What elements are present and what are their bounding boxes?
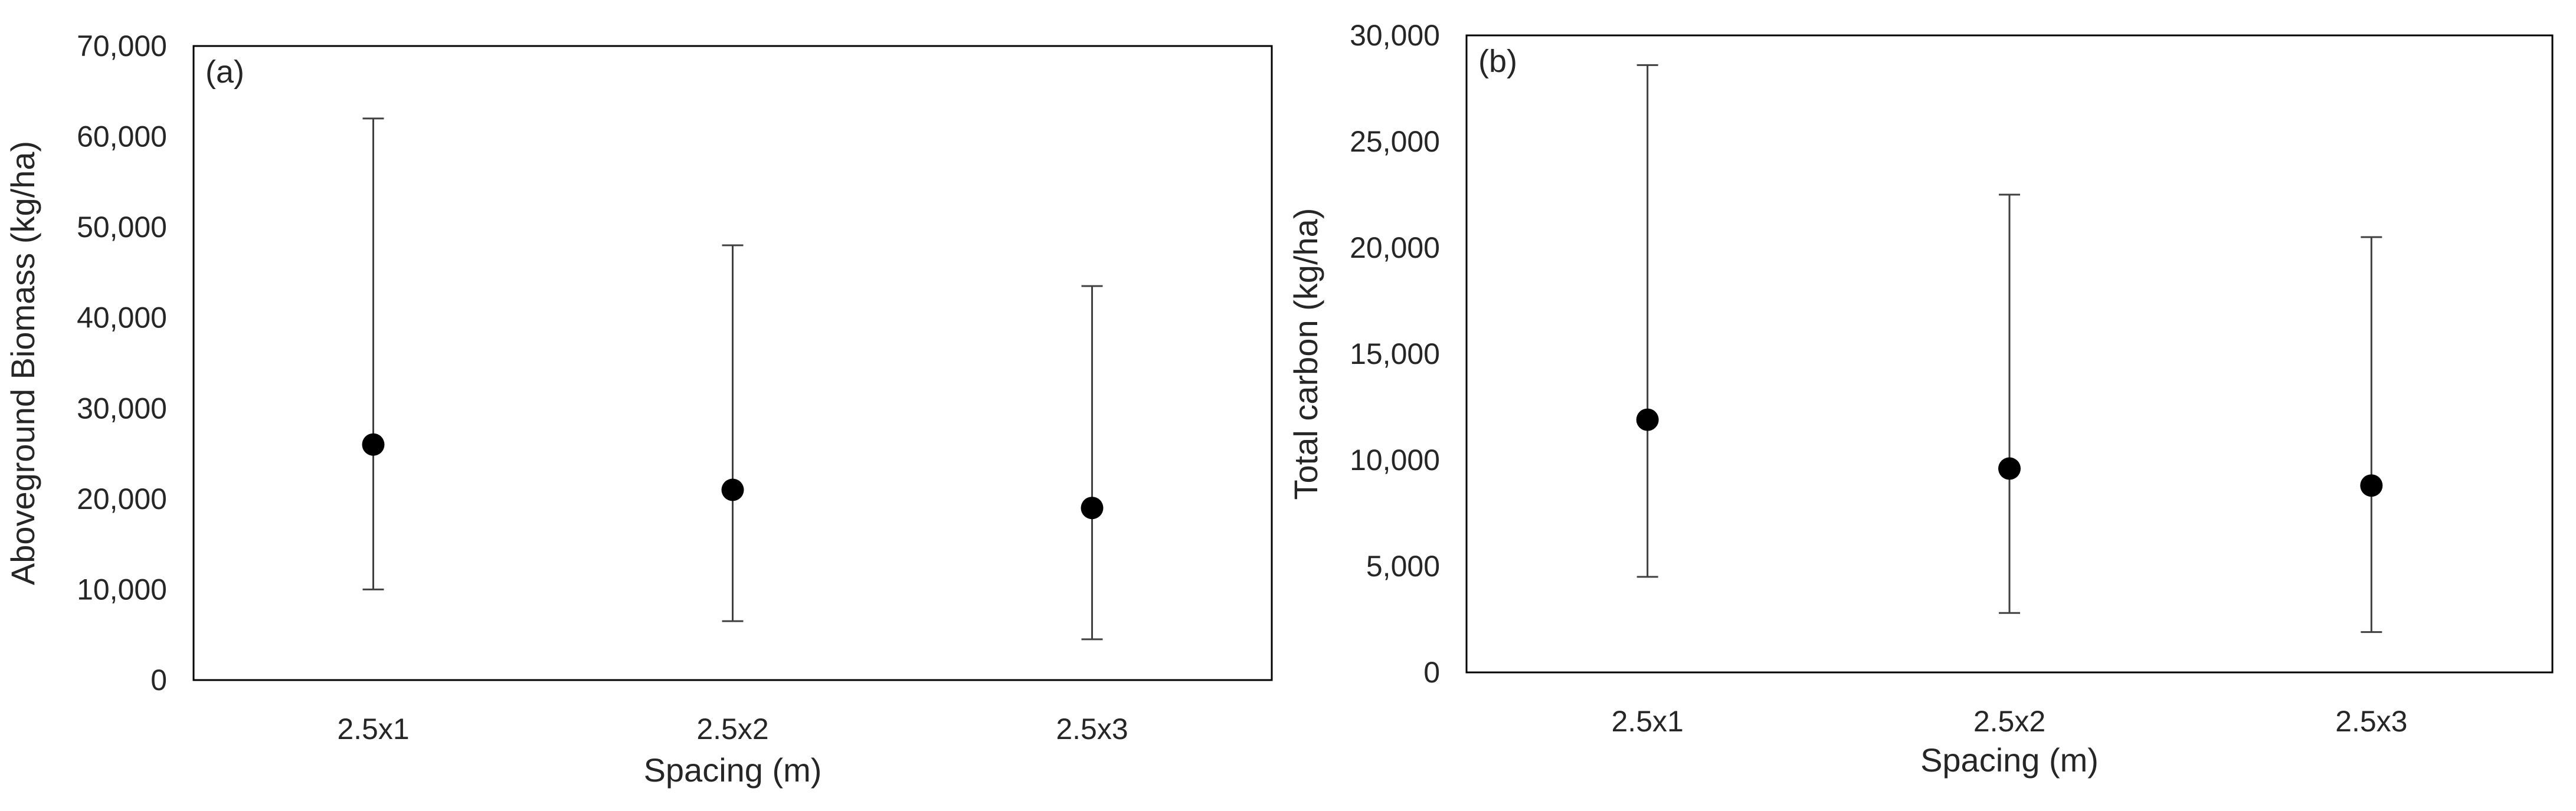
- y-tick-label: 70,000: [77, 29, 167, 63]
- panel-label: (a): [205, 54, 244, 90]
- y-tick-label: 0: [150, 664, 167, 697]
- data-point: [721, 478, 744, 501]
- y-tick-label: 40,000: [77, 301, 167, 334]
- data-point: [2360, 474, 2383, 497]
- plot-frame: [192, 45, 1273, 681]
- y-tick-label: 20,000: [77, 482, 167, 516]
- x-tick-label: 2.5x1: [337, 713, 409, 746]
- y-tick-label: 10,000: [77, 573, 167, 606]
- y-axis-title: Total carbon (kg/ha): [1287, 208, 1324, 500]
- chart-panel-b: (b) 0 5,000 10,000 15,000 20,000 25,000 30,000 2…: [1287, 19, 2554, 779]
- data-point: [1636, 408, 1659, 431]
- y-tick-label: 5,000: [1366, 550, 1440, 583]
- x-tick-label: 2.5x3: [2335, 705, 2407, 738]
- data-point: [1998, 457, 2021, 480]
- panel-label: (b): [1478, 44, 1517, 79]
- y-axis-title: Aboveground Biomass (kg/ha): [4, 141, 41, 585]
- x-axis-title: Spacing (m): [1920, 741, 2099, 779]
- y-tick-label: 0: [1423, 656, 1440, 689]
- x-tick-label: 2.5x1: [1612, 705, 1684, 738]
- x-axis-title: Spacing (m): [644, 751, 822, 789]
- y-tick-label: 50,000: [77, 211, 167, 244]
- y-tick-label: 20,000: [1350, 231, 1440, 264]
- data-point: [1081, 497, 1104, 520]
- y-tick-label: 60,000: [77, 120, 167, 153]
- x-tick-label: 2.5x3: [1056, 713, 1128, 746]
- y-tick-label: 25,000: [1350, 125, 1440, 158]
- y-tick-label: 30,000: [1350, 19, 1440, 52]
- y-tick-label: 30,000: [77, 392, 167, 425]
- chart-panel-a: (a) 0 10,000 20,000 30,000 40,000 50,000 60,000…: [4, 29, 1273, 789]
- data-point: [362, 433, 385, 456]
- x-tick-label: 2.5x2: [1973, 705, 2045, 738]
- plot-frame: [1465, 34, 2554, 674]
- x-tick-label: 2.5x2: [696, 713, 768, 746]
- y-tick-label: 15,000: [1350, 337, 1440, 370]
- y-tick-label: 10,000: [1350, 444, 1440, 477]
